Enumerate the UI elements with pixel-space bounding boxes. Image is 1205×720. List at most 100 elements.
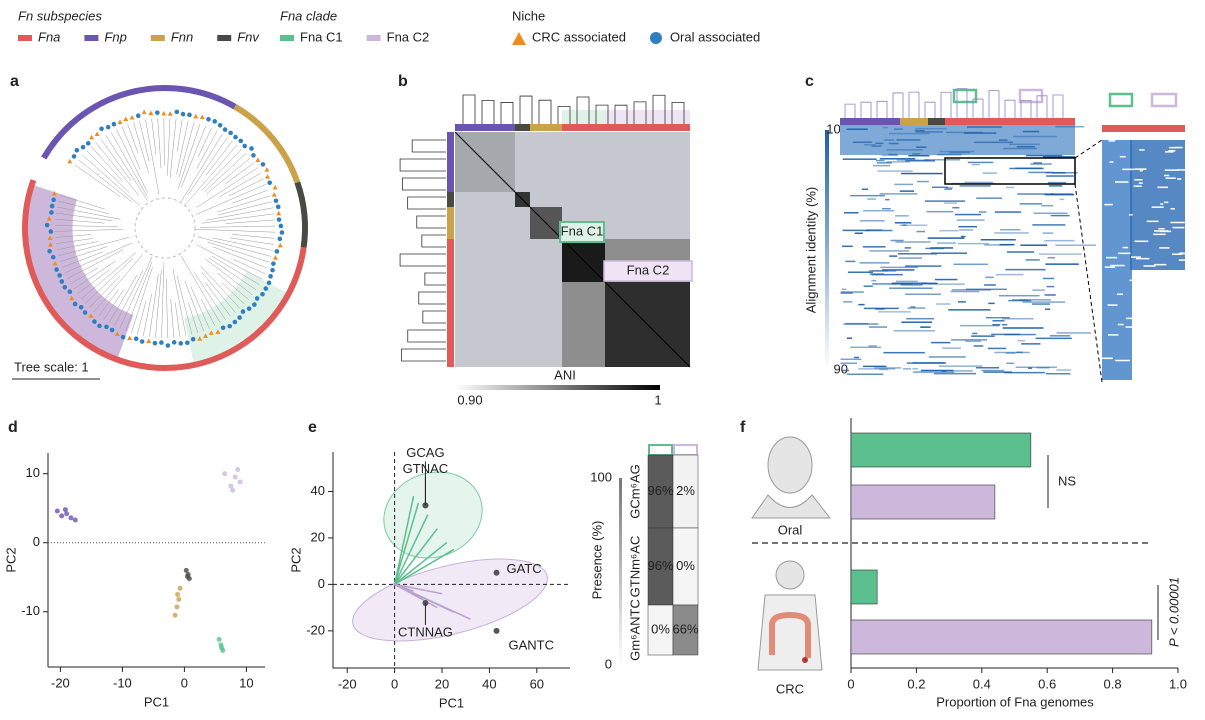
heat-cell: [893, 128, 903, 130]
tip: [117, 119, 123, 125]
tip: [152, 340, 158, 346]
heat-cell: [869, 273, 885, 275]
heat-cell: [908, 154, 930, 157]
panel-label: b: [398, 73, 408, 90]
branch: [82, 155, 140, 206]
bar: [850, 569, 878, 605]
cell: [672, 454, 699, 529]
branch: [201, 148, 242, 191]
tree-core: [134, 197, 196, 259]
heat-cell: [950, 290, 980, 293]
heat-cell: [936, 242, 957, 244]
heat-cell: [984, 284, 996, 286]
heat-cell: [890, 239, 904, 242]
heat-cell: [1020, 244, 1048, 246]
heat-cell: [943, 202, 958, 204]
branch: [67, 249, 124, 279]
heat-cell: [1032, 289, 1045, 291]
heat-cell: [926, 210, 954, 213]
tip: [233, 134, 238, 140]
tip: [232, 319, 238, 325]
branch: [73, 260, 116, 290]
tip: [208, 330, 214, 335]
clade-box: [952, 88, 978, 104]
heat-cell: [1032, 224, 1066, 226]
tip: [167, 111, 173, 116]
point: [62, 507, 68, 513]
legend-title: Fna clade: [280, 8, 337, 23]
icon: [802, 657, 808, 663]
tip: [50, 254, 56, 260]
tip: [129, 114, 135, 120]
heat-cell: [953, 263, 988, 266]
dendrogram: [1020, 99, 1032, 118]
tip: [67, 158, 73, 164]
heat-cell: [910, 306, 916, 308]
branch: [100, 138, 132, 182]
branch: [193, 271, 226, 320]
icon: [757, 594, 823, 671]
heat-cell: [1006, 251, 1035, 253]
tip: [277, 236, 283, 242]
heat-cell: [916, 230, 926, 233]
heat-cell: [1165, 177, 1176, 179]
heat-cell: [863, 285, 873, 287]
icon: [775, 560, 805, 590]
heat-cell: [1047, 257, 1056, 259]
tip: [94, 131, 100, 136]
tip: [264, 167, 270, 172]
heat-cell: [843, 323, 879, 325]
heat-cell: [1153, 233, 1166, 236]
legend-swatch: [280, 35, 294, 41]
branch: [232, 189, 269, 204]
heat-cell: [1153, 286, 1167, 289]
dendrogram: [924, 101, 936, 118]
branch: [233, 259, 266, 275]
heat-cell: [936, 153, 962, 156]
scale-label: Tree scale: 1: [14, 359, 89, 374]
clade-header: [673, 444, 698, 456]
heat-cell: [1044, 308, 1051, 310]
cell-label: 2%: [676, 483, 695, 498]
heat-block: [840, 125, 1075, 155]
heat-cell: [914, 127, 947, 130]
panel-label: c: [805, 73, 814, 90]
heat-cell: [1150, 344, 1164, 346]
heat-cell: [1044, 239, 1075, 242]
dendrogram: [956, 88, 968, 118]
tip: [249, 146, 254, 151]
tip: [252, 302, 257, 307]
branch: [131, 267, 153, 333]
branch: [95, 142, 139, 196]
dendrogram: [421, 234, 446, 248]
heat-cell: [995, 273, 1024, 276]
branch: [219, 173, 261, 197]
y-tick-label: 40: [311, 483, 325, 498]
branch: [93, 254, 144, 313]
zoom-line: [1074, 183, 1103, 383]
heat-cell: [1107, 304, 1118, 306]
heat-cell: [1164, 169, 1179, 171]
heat-cell: [1017, 339, 1026, 342]
heat-cell: [991, 333, 1021, 336]
branch: [59, 194, 105, 210]
tip: [242, 143, 248, 149]
heat-cell: [1025, 259, 1040, 261]
heat-cell: [974, 141, 1014, 144]
heat-cell: [1030, 163, 1052, 165]
x-tick-label: 0.8: [1104, 676, 1122, 691]
branch: [119, 256, 153, 329]
diagonal: [454, 131, 691, 368]
heat-cell: [1022, 301, 1066, 303]
point: [177, 585, 183, 591]
legend-marker: [649, 32, 662, 44]
tip: [47, 242, 53, 247]
branch: [55, 212, 113, 222]
heat-cell: [1041, 204, 1054, 207]
heat-cell: [936, 303, 951, 305]
heat-cell: [1108, 140, 1116, 142]
heat-cell: [1006, 362, 1015, 365]
heat-cell: [895, 215, 909, 217]
heat-cell: [1110, 264, 1125, 267]
